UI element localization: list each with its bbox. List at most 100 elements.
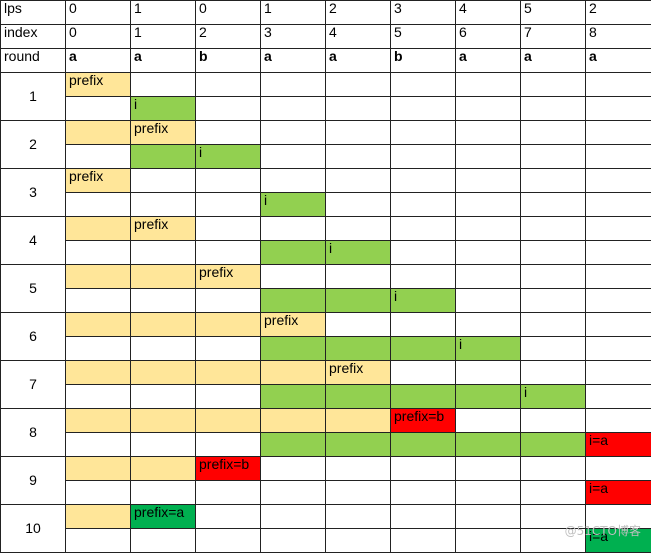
grid-cell [585, 96, 651, 121]
grid-cell [260, 240, 326, 265]
grid-cell [325, 288, 391, 313]
header-cell: a [585, 48, 651, 73]
grid-cell [130, 168, 196, 193]
grid-cell [520, 408, 586, 433]
grid-cell [325, 312, 391, 337]
header-row-0: lps 0 1 0 1 2 3 4 5 2 [0, 0, 651, 25]
grid-cell [325, 504, 391, 529]
header-cell: 3 [260, 24, 326, 49]
grid-cell: prefix [260, 312, 326, 337]
grid-cell [520, 456, 586, 481]
grid-cell [390, 96, 456, 121]
round-prefix-row: 7 prefix [0, 360, 651, 409]
grid-cell [65, 216, 131, 241]
grid-cell [65, 360, 131, 385]
round-number: 9 [0, 456, 66, 505]
grid-cell [585, 360, 651, 385]
grid-cell [195, 336, 261, 361]
grid-cell [325, 120, 391, 145]
grid-cell [65, 120, 131, 145]
grid-cell: i [195, 144, 261, 169]
grid-cell [325, 96, 391, 121]
grid-cell [455, 480, 521, 505]
grid-cell [390, 504, 456, 529]
grid-cell [260, 528, 326, 553]
grid-cell [455, 96, 521, 121]
grid-cell [65, 456, 131, 481]
round-i-row: i=a [1, 432, 651, 457]
grid-cell [65, 96, 131, 121]
round-prefix-row: 6 prefix [0, 312, 651, 361]
grid-cell [585, 456, 651, 481]
grid-cell [455, 72, 521, 97]
grid-cell: i [130, 96, 196, 121]
grid-cell [520, 312, 586, 337]
grid-cell [325, 264, 391, 289]
header-cell: b [195, 48, 261, 73]
grid-cell [390, 480, 456, 505]
grid-cell [65, 312, 131, 337]
grid-cell [455, 456, 521, 481]
grid-cell [325, 216, 391, 241]
header-cell: 3 [390, 0, 456, 25]
grid-cell [390, 240, 456, 265]
round-prefix-row: 10 prefix=a [0, 504, 651, 553]
header-label: lps [0, 0, 66, 25]
grid-cell [195, 432, 261, 457]
grid-cell [195, 72, 261, 97]
round-prefix-row: 4 prefix [0, 216, 651, 265]
grid-cell [65, 144, 131, 169]
grid-cell: i [390, 288, 456, 313]
header-label: round [0, 48, 66, 73]
grid-cell [585, 240, 651, 265]
round-i-row: i [1, 336, 651, 361]
grid-cell [585, 216, 651, 241]
round-i-row: i [1, 288, 651, 313]
header-cell: 6 [455, 24, 521, 49]
grid-cell [195, 240, 261, 265]
grid-cell [455, 360, 521, 385]
grid-cell: prefix [130, 120, 196, 145]
grid-cell [325, 480, 391, 505]
round-i-row: i [1, 384, 651, 409]
grid-cell [65, 240, 131, 265]
grid-cell [455, 240, 521, 265]
grid-cell [585, 312, 651, 337]
grid-cell [260, 72, 326, 97]
grid-cell [65, 408, 131, 433]
grid-cell [520, 480, 586, 505]
grid-cell [390, 120, 456, 145]
header-label: index [0, 24, 66, 49]
round-number: 7 [0, 360, 66, 409]
grid-cell [390, 360, 456, 385]
grid-cell [520, 360, 586, 385]
grid-cell [325, 168, 391, 193]
round-prefix-row: 1 prefix [0, 72, 651, 121]
grid-cell [195, 528, 261, 553]
grid-cell: i [325, 240, 391, 265]
grid-cell [520, 216, 586, 241]
grid-cell: prefix=b [390, 408, 456, 433]
grid-cell [65, 336, 131, 361]
grid-cell [520, 240, 586, 265]
grid-cell [455, 168, 521, 193]
header-cell: b [390, 48, 456, 73]
grid-cell [130, 456, 196, 481]
grid-cell [325, 456, 391, 481]
grid-cell [195, 216, 261, 241]
grid-cell: prefix [65, 168, 131, 193]
grid-cell [130, 192, 196, 217]
header-cell: 2 [325, 0, 391, 25]
round-number: 5 [0, 264, 66, 313]
grid-cell [195, 360, 261, 385]
header-cell: a [65, 48, 131, 73]
grid-cell [260, 120, 326, 145]
grid-cell [325, 336, 391, 361]
header-cell: a [325, 48, 391, 73]
header-cell: a [130, 48, 196, 73]
header-cell: 2 [195, 24, 261, 49]
grid-cell [130, 288, 196, 313]
round-prefix-row: 2 prefix [0, 120, 651, 169]
grid-cell [260, 216, 326, 241]
grid-cell: i [520, 384, 586, 409]
